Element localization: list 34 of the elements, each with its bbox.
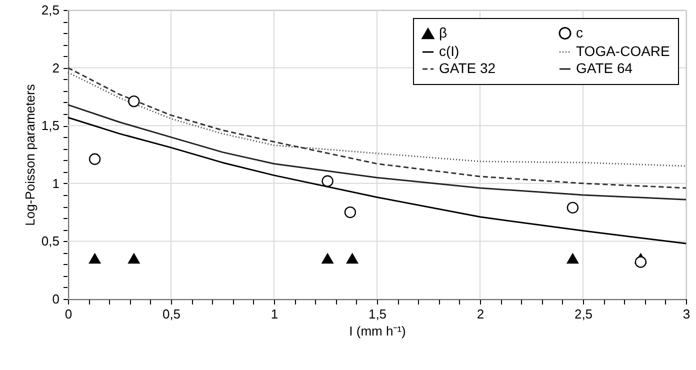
- legend-label: TOGA-COARE: [576, 43, 670, 59]
- line-series: [67, 104, 687, 200]
- y-tick-label: 0: [52, 292, 60, 306]
- point: [322, 253, 334, 264]
- line-series: [67, 72, 687, 167]
- x-tick-label: 0: [64, 306, 72, 322]
- point: [566, 253, 579, 264]
- x-tick-label: 2,5: [574, 306, 593, 322]
- x-axis-title: I (mm h⁻¹): [349, 324, 406, 338]
- y-axis-title: Log-Poisson parameters: [22, 84, 38, 226]
- y-tick-label: 0,5: [41, 234, 60, 249]
- point: [344, 206, 356, 218]
- point: [322, 175, 334, 187]
- legend-label: GATE 64: [576, 60, 633, 76]
- x-tick-label: 1,5: [368, 306, 387, 322]
- point: [346, 253, 358, 264]
- x-tick-label: 1: [270, 306, 278, 322]
- point: [128, 253, 140, 264]
- point: [88, 253, 101, 264]
- legend-label: β: [439, 24, 448, 41]
- y-tick-label: 2,5: [41, 2, 60, 18]
- legend-label: c(I): [439, 43, 460, 59]
- point: [566, 202, 579, 214]
- y-tick-label: 2: [52, 60, 60, 76]
- x-tick-label: 0,5: [162, 306, 181, 322]
- legend-label: c: [576, 24, 583, 40]
- y-tick-label: 1,5: [41, 118, 60, 134]
- legend-label: GATE 32: [439, 60, 496, 76]
- y-tick-label: 1: [52, 176, 60, 191]
- point: [128, 95, 140, 108]
- point: [88, 153, 101, 165]
- point: [634, 256, 647, 268]
- x-tick-label: 2: [476, 306, 484, 322]
- x-tick-label: 3: [682, 306, 690, 322]
